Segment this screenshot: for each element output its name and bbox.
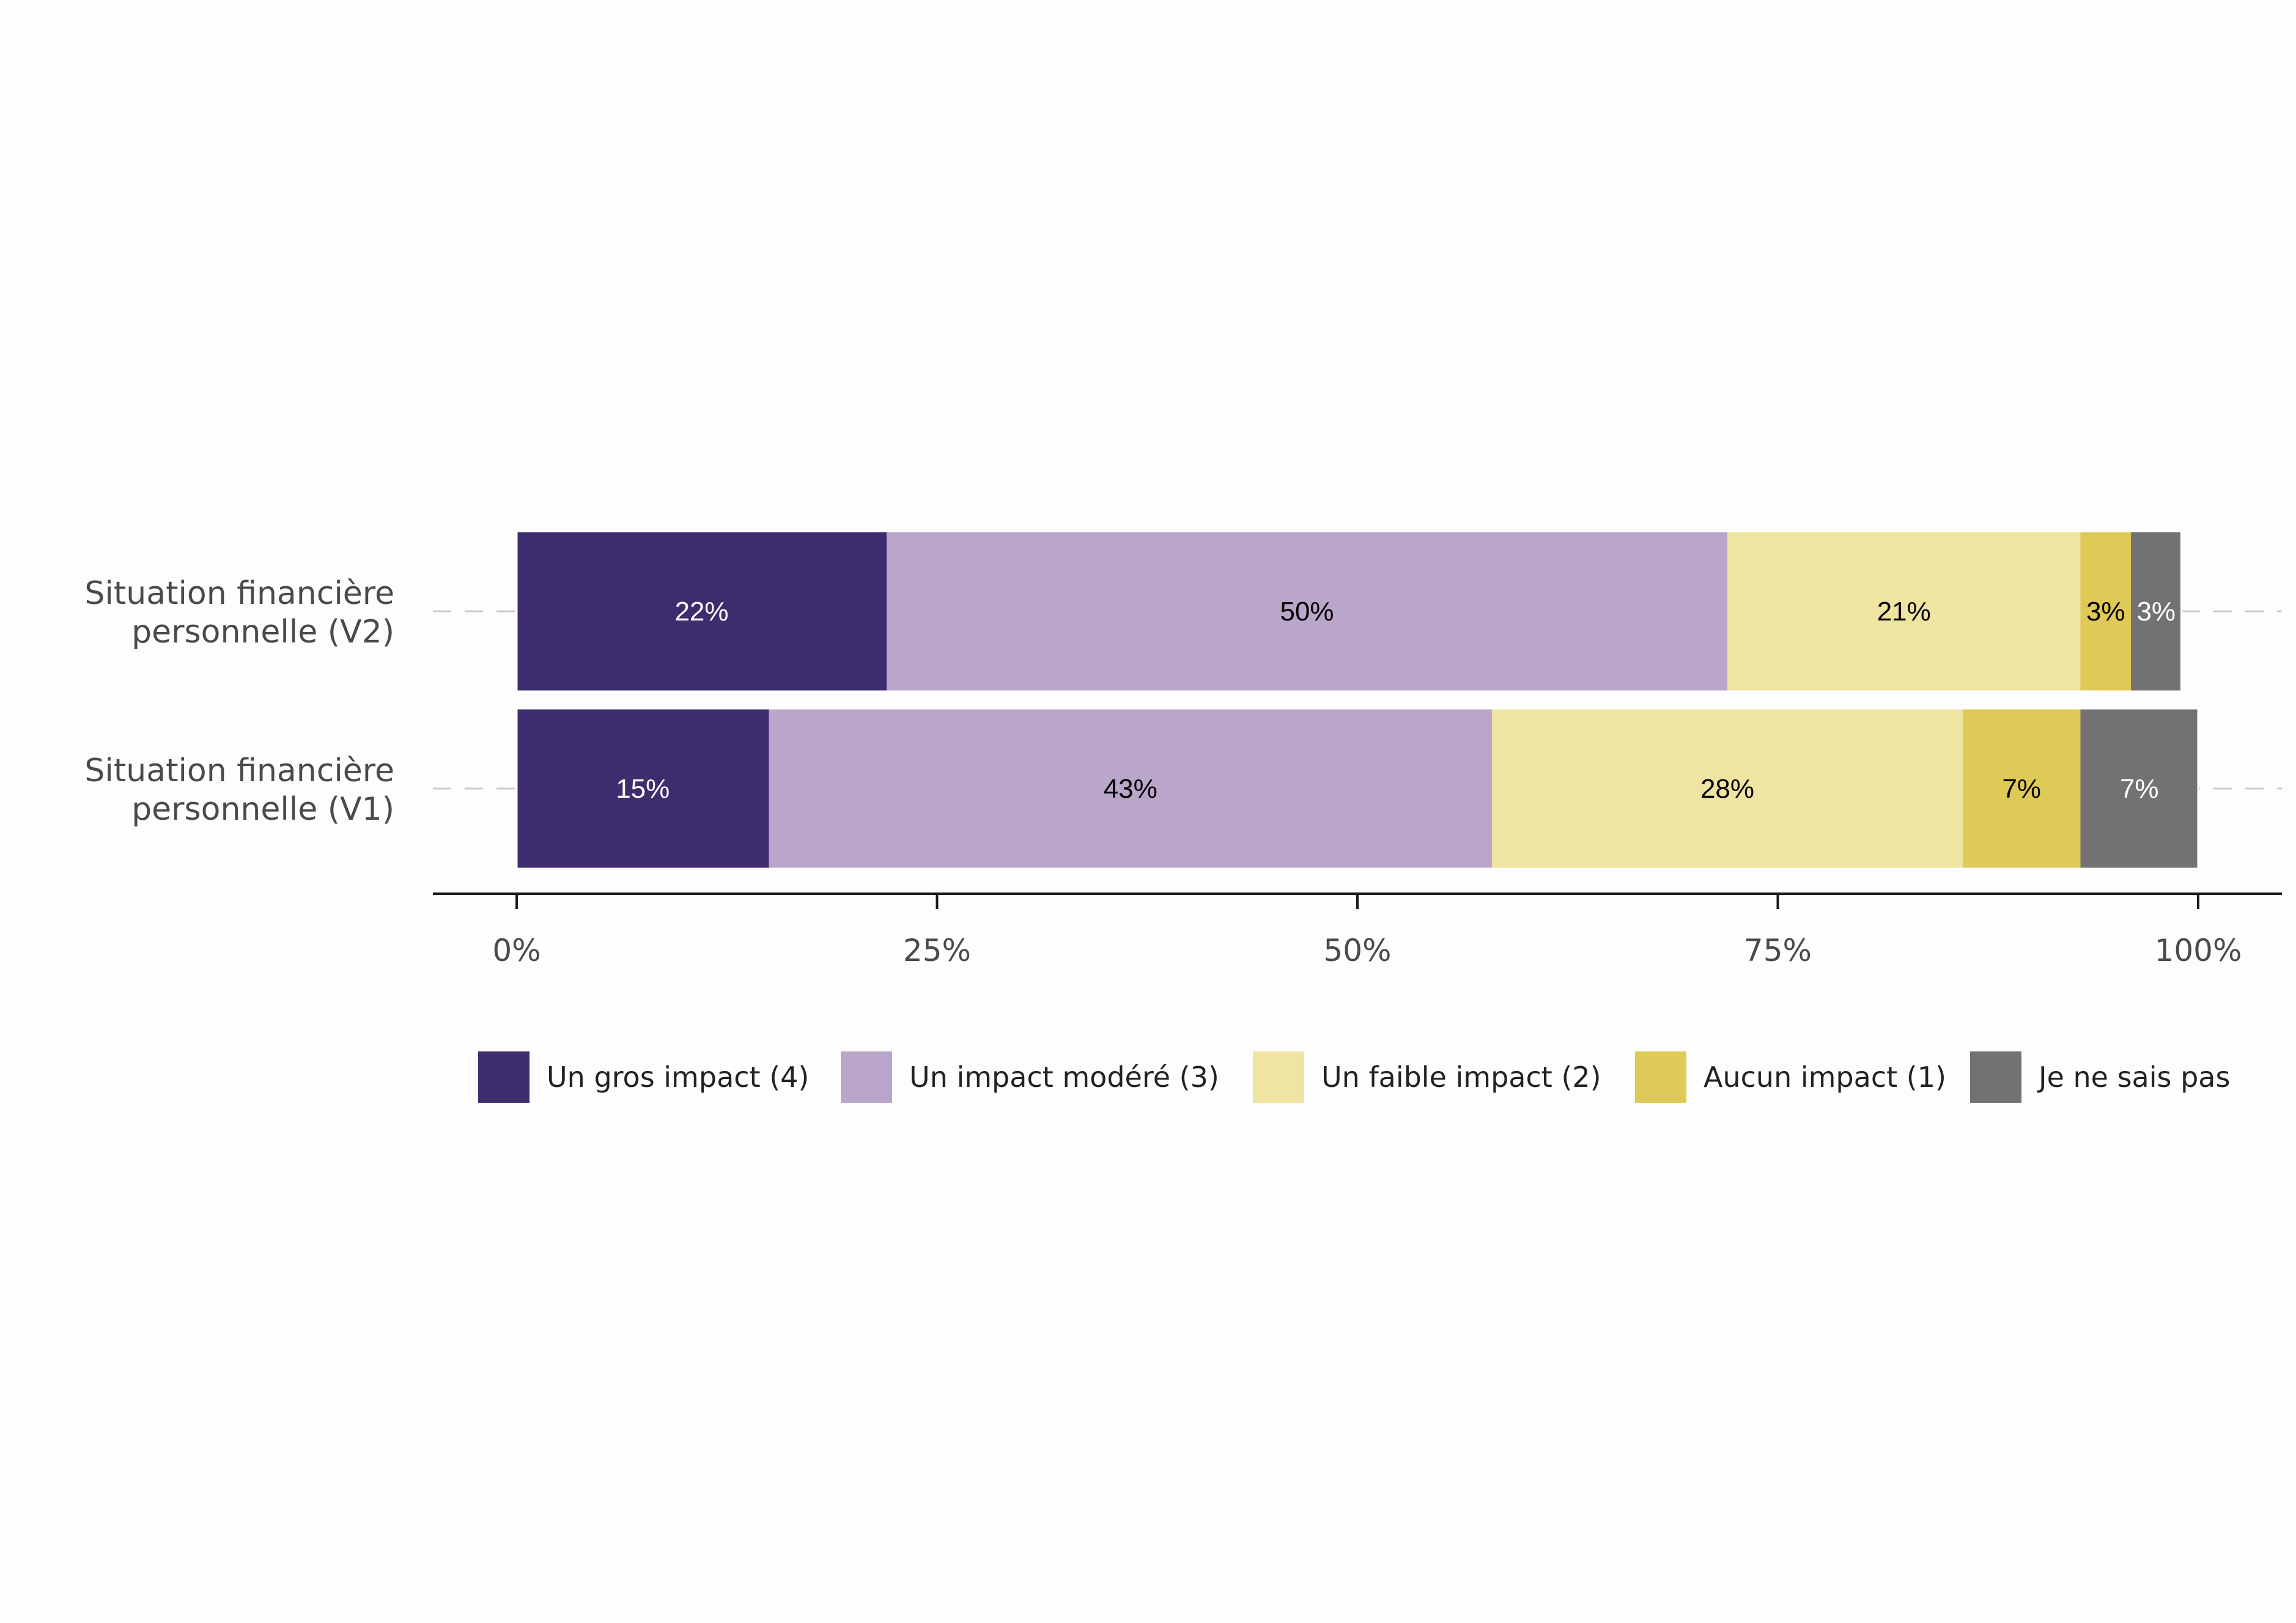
legend-label: Un faible impact (2) [1321, 1061, 1601, 1094]
x-tick-label: 50% [1323, 933, 1391, 968]
legend-swatch [1970, 1051, 2021, 1103]
bar-segment [517, 531, 887, 691]
legend-label: Je ne sais pas [2037, 1061, 2230, 1094]
legend-label: Un gros impact (4) [547, 1061, 809, 1094]
data-label: 3% [2086, 597, 2125, 627]
data-label: 7% [2120, 774, 2159, 804]
data-label: 15% [616, 774, 670, 804]
bar-segment [2080, 708, 2198, 869]
data-label: 50% [1280, 597, 1334, 627]
bar-segment [769, 708, 1492, 869]
x-tick-label: 75% [1744, 933, 1812, 968]
bar-segment [2131, 531, 2182, 691]
data-label: 3% [2136, 597, 2176, 627]
data-label: 7% [2002, 774, 2041, 804]
data-label: 21% [1877, 597, 1931, 627]
legend-label: Un impact modéré (3) [909, 1061, 1219, 1094]
bar-segment [887, 531, 1727, 691]
data-label: 22% [674, 597, 728, 627]
x-tick-label: 100% [2155, 933, 2242, 968]
legend-swatch [1253, 1051, 1304, 1103]
data-label: 43% [1104, 774, 1157, 804]
legend-label: Aucun impact (1) [1704, 1061, 1946, 1094]
bar-segment [1963, 708, 2081, 869]
bar-segment [1492, 708, 1963, 869]
bar-segment [2080, 531, 2131, 691]
legend-swatch [478, 1051, 530, 1103]
y-axis-label: Situation financière personnelle (V1) [84, 753, 394, 828]
x-tick-label: 25% [903, 933, 971, 968]
legend-swatch [1635, 1051, 1686, 1103]
bar-outline [515, 530, 2182, 693]
bar-segment [517, 708, 769, 869]
y-axis-label: Situation financière personnelle (V2) [84, 575, 394, 650]
bar-outline [515, 707, 2199, 870]
x-tick-label: 0% [492, 933, 541, 968]
bar-segment [1727, 531, 2081, 691]
legend-swatch [841, 1051, 892, 1103]
data-label: 28% [1700, 774, 1754, 804]
